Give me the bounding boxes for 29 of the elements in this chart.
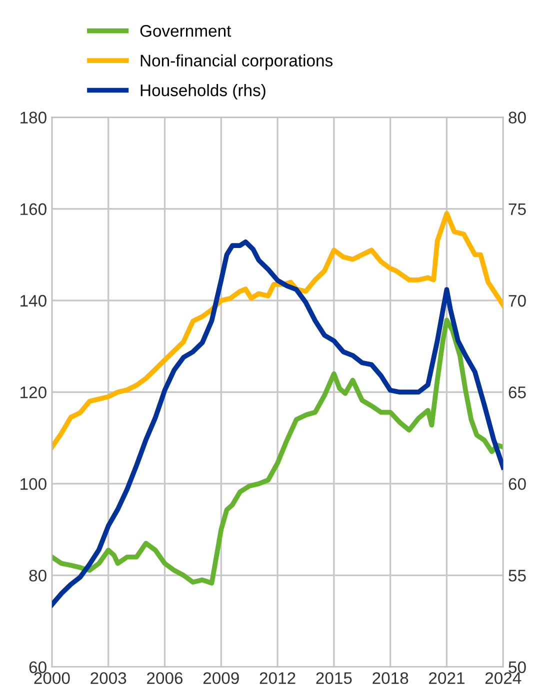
y2-tick-label: 80 — [508, 112, 526, 124]
x-tick-label: 2012 — [260, 672, 296, 684]
y2-tick-label: 65 — [508, 386, 526, 398]
y-tick-label: 120 — [20, 386, 46, 398]
y-tick-label: 140 — [20, 294, 46, 307]
y2-tick-label: 55 — [508, 570, 526, 582]
y2-tick-label: 50 — [508, 661, 526, 674]
y-tick-label: 100 — [20, 478, 46, 490]
y2-tick-label: 75 — [508, 203, 526, 216]
legend-label: Non-financial corporations — [140, 54, 333, 70]
x-tick-label: 2024 — [485, 672, 522, 684]
y-tick-label: 160 — [20, 203, 46, 216]
y-tick-label: 180 — [20, 112, 46, 124]
x-tick-label: 2003 — [90, 672, 126, 684]
line-series — [52, 211, 504, 450]
x-tick-label: 2015 — [316, 672, 352, 684]
legend-label: Government — [140, 25, 232, 37]
x-tick-label: 2021 — [429, 672, 464, 684]
y2-tick-label: 70 — [508, 294, 526, 307]
x-tick-label: 2009 — [203, 672, 239, 684]
x-tick-label: 2018 — [372, 672, 408, 684]
x-tick-label: 2006 — [147, 672, 183, 684]
x-tick-label: 2000 — [34, 672, 70, 684]
y2-tick-label: 60 — [508, 478, 526, 490]
y-tick-label: 60 — [29, 661, 46, 674]
line-series — [52, 239, 504, 608]
y-tick-label: 80 — [29, 570, 46, 582]
legend-label: Households (rhs) — [140, 84, 266, 100]
line-series — [52, 318, 504, 586]
